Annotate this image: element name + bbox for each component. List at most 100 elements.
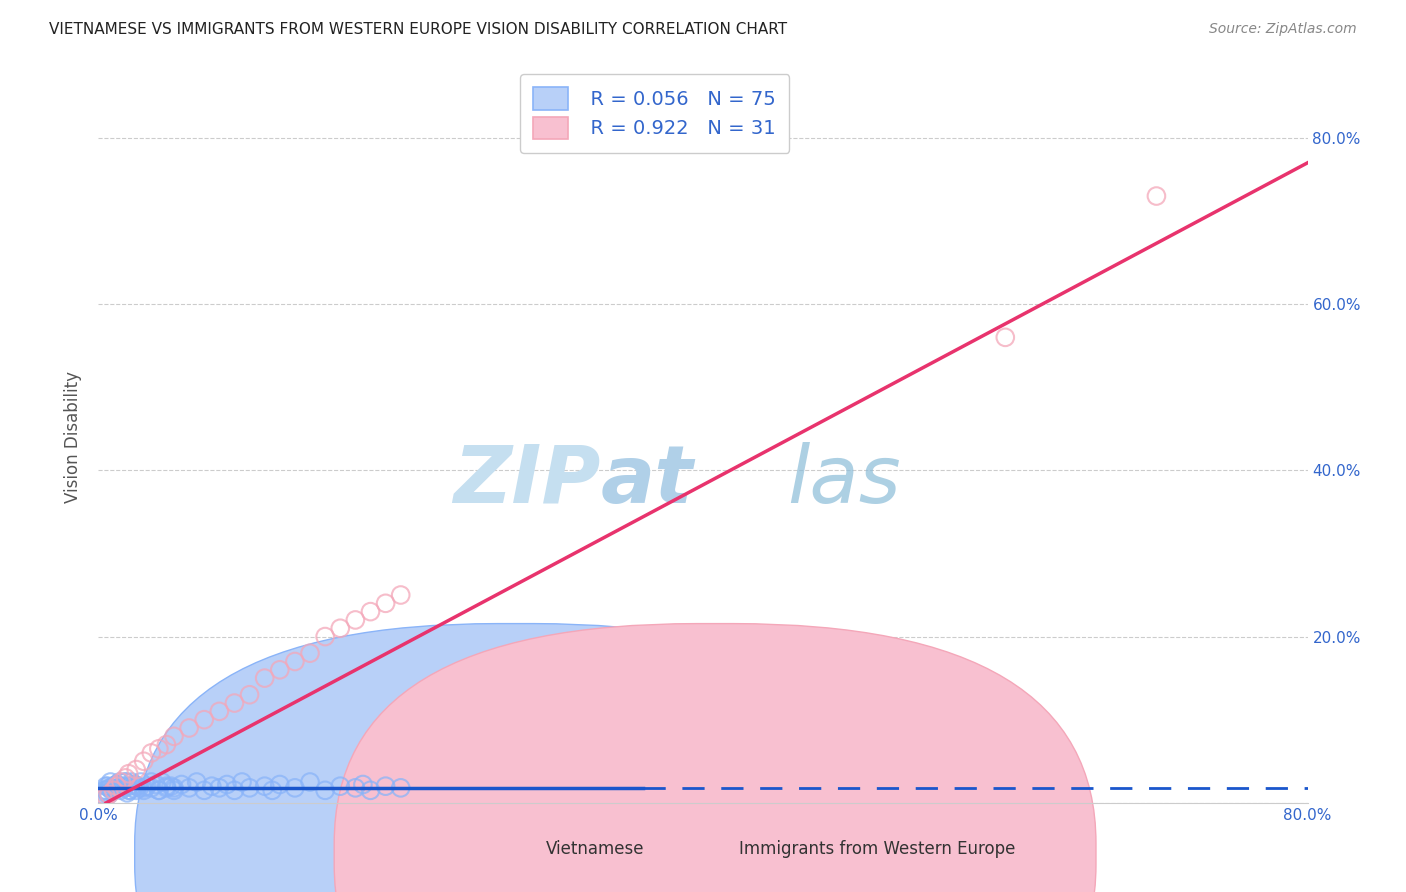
Point: [160, 779, 183, 793]
Y-axis label: Vision Disability: Vision Disability: [65, 371, 83, 503]
Text: ZIP: ZIP: [453, 442, 600, 520]
Point: [107, 780, 129, 795]
Point: [94, 779, 117, 793]
Point: [193, 713, 215, 727]
Point: [269, 778, 291, 792]
FancyBboxPatch shape: [335, 624, 1097, 892]
Point: [201, 779, 224, 793]
Point: [100, 780, 122, 795]
Point: [253, 671, 276, 685]
Point: [141, 775, 163, 789]
Point: [163, 780, 186, 795]
Point: [114, 775, 136, 789]
Point: [125, 779, 148, 793]
Point: [128, 780, 150, 795]
Point: [163, 729, 186, 743]
Point: [224, 696, 246, 710]
Point: [344, 613, 367, 627]
Point: [170, 778, 193, 792]
Text: Source: ZipAtlas.com: Source: ZipAtlas.com: [1209, 22, 1357, 37]
Legend:   R = 0.056   N = 75,   R = 0.922   N = 31: R = 0.056 N = 75, R = 0.922 N = 31: [520, 74, 790, 153]
Point: [98, 788, 121, 802]
Point: [374, 779, 396, 793]
Point: [103, 783, 125, 797]
Text: las: las: [787, 442, 901, 520]
Point: [118, 783, 141, 797]
Point: [148, 741, 170, 756]
Point: [145, 778, 167, 792]
Point: [374, 596, 396, 610]
Point: [141, 780, 163, 795]
Text: Vietnamese: Vietnamese: [546, 840, 644, 858]
Point: [132, 780, 155, 795]
Point: [208, 780, 231, 795]
Point: [98, 780, 121, 795]
Point: [112, 780, 135, 795]
Point: [155, 780, 177, 795]
Point: [104, 782, 127, 797]
Point: [96, 779, 118, 793]
Point: [299, 646, 322, 660]
Point: [352, 778, 374, 792]
Point: [253, 779, 276, 793]
Point: [129, 775, 152, 789]
Point: [110, 783, 132, 797]
Point: [120, 783, 142, 797]
Point: [155, 738, 177, 752]
Point: [132, 754, 155, 768]
Point: [329, 779, 352, 793]
Point: [299, 775, 322, 789]
Point: [224, 783, 246, 797]
Point: [98, 788, 121, 802]
Point: [115, 786, 138, 800]
Point: [155, 779, 177, 793]
Text: VIETNAMESE VS IMMIGRANTS FROM WESTERN EUROPE VISION DISABILITY CORRELATION CHART: VIETNAMESE VS IMMIGRANTS FROM WESTERN EU…: [49, 22, 787, 37]
Point: [94, 789, 117, 804]
Point: [329, 621, 352, 635]
Point: [105, 779, 128, 793]
Point: [91, 789, 114, 804]
Point: [314, 783, 336, 797]
Point: [148, 783, 170, 797]
Point: [108, 775, 131, 789]
Point: [239, 780, 262, 795]
Point: [124, 778, 146, 792]
Point: [125, 783, 148, 797]
Point: [103, 779, 125, 793]
Point: [360, 783, 382, 797]
Point: [193, 783, 215, 797]
Point: [94, 783, 117, 797]
Point: [90, 788, 112, 802]
Text: at: at: [600, 442, 693, 520]
Point: [239, 688, 262, 702]
Point: [1144, 189, 1167, 203]
Point: [101, 784, 124, 798]
Point: [284, 655, 307, 669]
Point: [105, 778, 128, 792]
Point: [121, 775, 143, 789]
Point: [179, 721, 201, 735]
FancyBboxPatch shape: [135, 624, 897, 892]
Point: [93, 783, 115, 797]
Point: [122, 780, 145, 795]
Point: [110, 775, 132, 789]
Point: [105, 778, 128, 792]
Point: [127, 779, 149, 793]
Point: [114, 775, 136, 789]
Point: [179, 780, 201, 795]
Point: [150, 775, 173, 789]
Point: [91, 791, 114, 805]
Point: [114, 771, 136, 785]
Point: [314, 630, 336, 644]
Point: [215, 778, 238, 792]
Point: [111, 779, 134, 793]
Point: [344, 780, 367, 795]
Point: [284, 780, 307, 795]
Point: [148, 783, 170, 797]
Text: Immigrants from Western Europe: Immigrants from Western Europe: [740, 840, 1015, 858]
Point: [135, 779, 157, 793]
Point: [186, 775, 208, 789]
Point: [118, 766, 141, 780]
Point: [208, 705, 231, 719]
Point: [163, 783, 186, 797]
